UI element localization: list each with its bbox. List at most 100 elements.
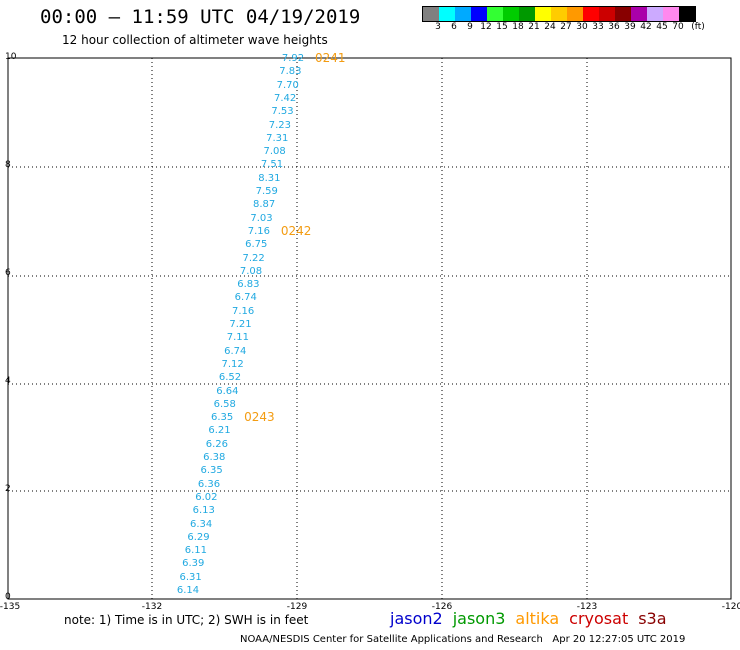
satellite-name: s3a bbox=[638, 609, 667, 628]
legend-swatch bbox=[599, 7, 615, 21]
legend-label: 12 bbox=[480, 22, 492, 32]
legend-label: 21 bbox=[528, 22, 540, 32]
swh-value: 7.11 bbox=[226, 332, 250, 344]
legend-swatch bbox=[615, 7, 631, 21]
swh-value: 6.35 bbox=[200, 465, 223, 477]
legend-label: 33 bbox=[592, 22, 604, 32]
legend-label: 18 bbox=[512, 22, 524, 32]
swh-value: 6.11 bbox=[184, 545, 208, 557]
legend-swatch bbox=[535, 7, 551, 21]
x-axis-tick-label: -129 bbox=[286, 602, 308, 612]
swh-value: 7.70 bbox=[276, 79, 299, 91]
legend-swatch bbox=[519, 7, 535, 21]
satellite-name: cryosat bbox=[569, 609, 629, 628]
footer-note: note: 1) Time is in UTC; 2) SWH is in fe… bbox=[64, 613, 309, 627]
legend-label: 39 bbox=[624, 22, 636, 32]
swh-value: 7.31 bbox=[266, 132, 289, 144]
legend-swatch bbox=[423, 7, 439, 21]
swh-value: 6.31 bbox=[179, 571, 202, 583]
legend-label: 27 bbox=[560, 22, 572, 32]
legend-label: 30 bbox=[576, 22, 588, 32]
legend-swatch bbox=[647, 7, 663, 21]
swh-value: 6.34 bbox=[189, 518, 213, 530]
swh-value: 7.59 bbox=[255, 186, 278, 197]
swh-value: 7.92 bbox=[281, 53, 305, 64]
legend-label: 36 bbox=[608, 22, 620, 32]
swh-value: 6.74 bbox=[234, 292, 257, 304]
time-label: 0241 bbox=[315, 51, 346, 65]
swh-value: 7.16 bbox=[247, 225, 271, 237]
legend-swatch bbox=[455, 7, 471, 21]
swh-value: 7.23 bbox=[268, 119, 292, 131]
legend-swatch bbox=[567, 7, 583, 21]
x-axis-tick-label: -126 bbox=[431, 602, 453, 612]
y-axis-tick-label: 8 bbox=[5, 160, 11, 170]
swh-value: 7.03 bbox=[250, 212, 273, 224]
x-axis-tick-label: -123 bbox=[576, 602, 598, 612]
legend-swatch bbox=[631, 7, 647, 21]
satellite-legend: jason2 jason3 altika cryosat s3a bbox=[390, 609, 667, 628]
swh-value: 6.83 bbox=[237, 279, 260, 291]
x-axis-tick-label: -120 bbox=[721, 602, 740, 612]
swh-value: 6.39 bbox=[182, 558, 205, 570]
legend-label: 6 bbox=[451, 22, 457, 32]
swh-value: 7.22 bbox=[242, 252, 265, 264]
swh-value: 8.87 bbox=[252, 199, 276, 211]
swh-value: 6.02 bbox=[195, 491, 218, 503]
swh-value: 6.29 bbox=[187, 531, 210, 543]
swh-value: 7.08 bbox=[263, 146, 286, 158]
color-scale-legend bbox=[422, 6, 696, 22]
swh-value: 8.31 bbox=[258, 172, 281, 184]
map-subtitle: 12 hour collection of altimeter wave hei… bbox=[62, 33, 328, 47]
swh-value: 7.53 bbox=[271, 106, 294, 118]
y-axis-tick-label: 4 bbox=[5, 376, 11, 386]
plot-border bbox=[7, 57, 732, 600]
legend-label: 24 bbox=[544, 22, 556, 32]
swh-value: 6.74 bbox=[224, 345, 247, 357]
swh-value: 6.52 bbox=[218, 372, 242, 384]
y-axis-tick-label: 0 bbox=[5, 592, 11, 602]
credit-line: NOAA/NESDIS Center for Satellite Applica… bbox=[240, 634, 686, 645]
y-axis-tick-label: 2 bbox=[5, 484, 11, 494]
swh-value: 7.12 bbox=[221, 358, 244, 370]
y-axis-tick-label: 10 bbox=[5, 52, 17, 62]
swh-value: 6.21 bbox=[208, 425, 231, 437]
swh-value: 6.64 bbox=[216, 385, 239, 397]
legend-label: 45 bbox=[656, 22, 668, 32]
swh-value: 6.38 bbox=[203, 452, 226, 463]
satellite-name: jason2 bbox=[390, 609, 443, 628]
swh-value: 6.35 bbox=[210, 412, 234, 424]
swh-value: 7.16 bbox=[231, 305, 255, 317]
time-label: 0243 bbox=[244, 410, 275, 425]
x-axis-tick-label: -135 bbox=[0, 602, 21, 612]
swh-value: 6.75 bbox=[245, 239, 268, 251]
swh-value: 7.83 bbox=[279, 66, 302, 78]
swh-value: 6.26 bbox=[205, 438, 229, 450]
satellite-name: jason3 bbox=[452, 609, 506, 628]
satellite-name: altika bbox=[515, 609, 560, 628]
legend-swatch bbox=[663, 7, 679, 21]
legend-label: (ft) bbox=[691, 22, 705, 32]
swh-value: 7.21 bbox=[229, 319, 252, 330]
legend-label: 3 bbox=[435, 22, 441, 32]
legend-swatch bbox=[471, 7, 487, 21]
legend-swatch bbox=[679, 7, 695, 21]
swh-value: 6.13 bbox=[192, 505, 215, 517]
swh-value: 7.42 bbox=[273, 92, 297, 104]
x-axis-tick-label: -132 bbox=[141, 602, 163, 612]
y-axis-tick-label: 6 bbox=[5, 268, 11, 278]
swh-value: 6.14 bbox=[176, 585, 200, 596]
swh-value: 6.36 bbox=[197, 478, 221, 490]
legend-swatch bbox=[551, 7, 567, 21]
grid-lines bbox=[8, 58, 731, 599]
swh-value: 6.58 bbox=[213, 398, 236, 410]
swh-value: 7.08 bbox=[239, 265, 263, 277]
map-title: 00:00 – 11:59 UTC 04/19/2019 bbox=[40, 6, 361, 28]
swh-value: 7.51 bbox=[260, 159, 284, 171]
legend-label: 15 bbox=[496, 22, 508, 32]
legend-swatch bbox=[503, 7, 519, 21]
time-label: 0242 bbox=[280, 223, 312, 238]
legend-swatch bbox=[439, 7, 455, 21]
legend-swatch bbox=[487, 7, 503, 21]
